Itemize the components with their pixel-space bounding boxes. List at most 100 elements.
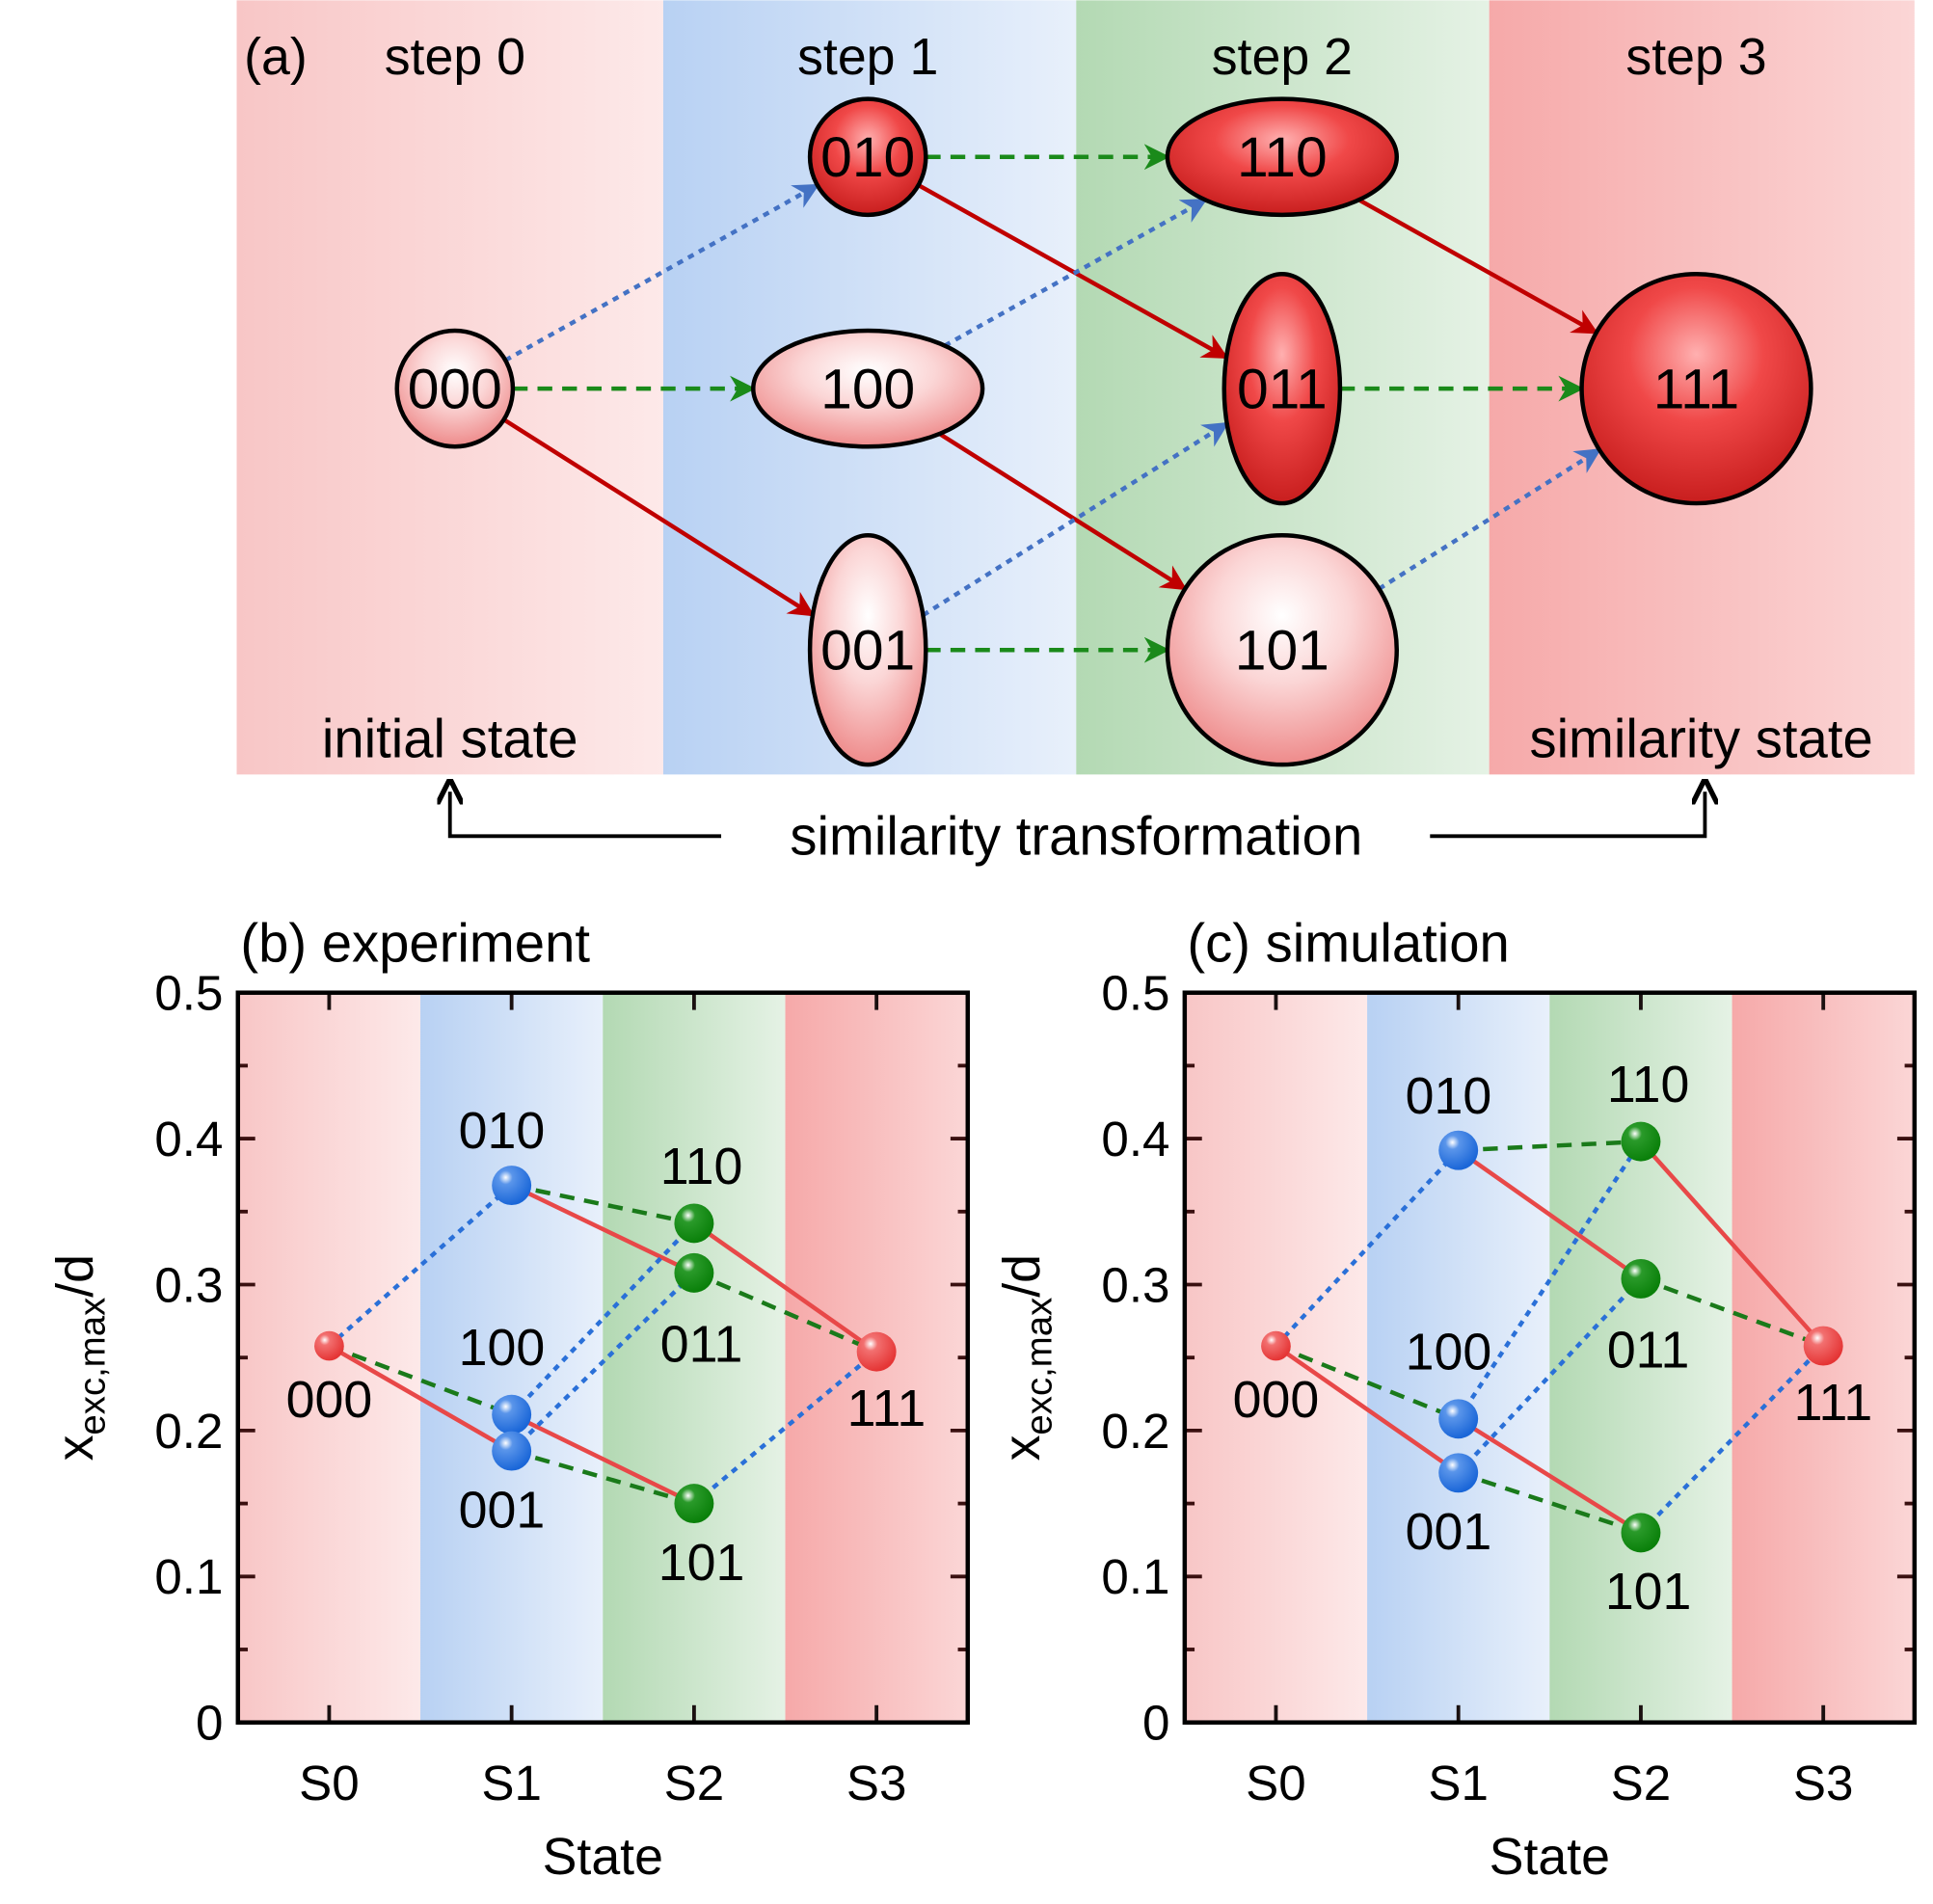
- y-tick-label: 0.4: [1101, 1112, 1169, 1167]
- x-tick-label: S2: [664, 1756, 725, 1810]
- series-line-010-110: [1458, 1139, 1642, 1153]
- data-point-111: [856, 1331, 897, 1372]
- x-tick-label: S3: [1793, 1756, 1854, 1810]
- transformation-arrow-right: [1430, 791, 1705, 839]
- data-label-111: 111: [847, 1380, 926, 1437]
- data-label-011: 011: [660, 1315, 743, 1373]
- y-axis-label-tail: /d: [993, 1254, 1051, 1298]
- state-node-shape: [1222, 271, 1343, 506]
- data-label-111: 111: [1794, 1374, 1873, 1432]
- similarity-state-label: similarity state: [1529, 708, 1872, 768]
- y-tick-label: 0.5: [1101, 966, 1169, 1021]
- y-axis-label-main: x: [993, 1435, 1051, 1461]
- series-line-010-011: [1457, 1148, 1643, 1281]
- y-tick-label: 0.1: [154, 1549, 223, 1604]
- y-tick-label: 0.4: [154, 1112, 223, 1167]
- data-point-000: [314, 1330, 344, 1361]
- series-line-000-100: [328, 1343, 513, 1417]
- series-line-100-101: [1457, 1416, 1643, 1535]
- band-S1: [1367, 992, 1550, 1723]
- series-line-100-110: [1456, 1140, 1643, 1421]
- series-line-000-010: [1274, 1148, 1461, 1348]
- series-line-001-011: [510, 1271, 696, 1453]
- data-label-000: 000: [286, 1371, 373, 1429]
- data-point-111: [1803, 1326, 1843, 1366]
- state-node-shape: [1165, 533, 1400, 767]
- state-node-001: 001: [807, 533, 928, 767]
- data-label-101: 101: [658, 1534, 745, 1592]
- y-tick-label: 0: [1142, 1696, 1169, 1751]
- data-label-010: 010: [1406, 1067, 1492, 1125]
- y-axis-label: xexc,max/d: [46, 1254, 114, 1461]
- plot-frame: [235, 990, 971, 1725]
- x-tick-label: S0: [1246, 1756, 1306, 1810]
- transformation-label: similarity transformation: [790, 805, 1362, 866]
- state-node-label: 111: [1653, 359, 1739, 421]
- arrow-100-to-101: [938, 432, 1188, 591]
- plot-c-simulation: (c) simulation 0 0.1 0.2 0.3 0.4 0.5 S0 S1 S2 S3 St…: [993, 913, 1918, 1886]
- data-point-000: [1261, 1330, 1291, 1361]
- state-node-shape: [751, 328, 985, 449]
- data-point-100: [1438, 1399, 1479, 1439]
- plot-title: (c) simulation: [1187, 913, 1509, 974]
- arrow-010-to-011: [917, 183, 1229, 360]
- arrow-001-to-011: [922, 421, 1229, 617]
- step-label-1: step 1: [797, 28, 938, 86]
- state-node-shape: [1165, 96, 1400, 218]
- state-node-label: 011: [1237, 359, 1328, 421]
- step-label-3: step 3: [1625, 28, 1766, 86]
- data-point-100: [492, 1394, 532, 1435]
- data-label-000: 000: [1233, 1371, 1320, 1429]
- x-axis-label: State: [1490, 1828, 1610, 1886]
- state-node-label: 010: [820, 126, 915, 189]
- state-node-label: 110: [1237, 126, 1328, 189]
- data-label-100: 100: [1406, 1324, 1492, 1381]
- state-node-shape: [807, 96, 928, 218]
- y-tick-label: 0.2: [154, 1404, 223, 1459]
- data-label-011: 011: [1607, 1322, 1690, 1380]
- series-line-110-111: [692, 1221, 878, 1354]
- series-line-000-100: [1275, 1344, 1460, 1421]
- band-S1: [420, 992, 604, 1723]
- data-point-110: [674, 1203, 714, 1244]
- y-axis-label: xexc,max/d: [993, 1254, 1060, 1461]
- x-tick-label: S1: [481, 1756, 542, 1810]
- series-line-100-101: [510, 1412, 695, 1506]
- step-label-0: step 0: [385, 28, 525, 86]
- series-line-001-011: [1457, 1276, 1643, 1475]
- data-point-110: [1621, 1121, 1661, 1162]
- data-label-100: 100: [459, 1319, 546, 1377]
- arrow-110-to-111: [1357, 198, 1599, 335]
- state-node-010: 010: [807, 96, 928, 218]
- data-point-011: [1621, 1258, 1661, 1299]
- series-line-011-111: [693, 1271, 878, 1354]
- data-point-101: [1621, 1513, 1661, 1553]
- series-line-000-010: [327, 1183, 514, 1348]
- state-node-111: 111: [1579, 271, 1813, 506]
- plot-frame: [1182, 990, 1918, 1725]
- diagram-panel-a: (a) step 0 step 1 step 2 step 3 000 010 10…: [236, 0, 1915, 866]
- x-tick-label: S1: [1428, 1756, 1489, 1810]
- data-label-110: 110: [1607, 1056, 1690, 1113]
- series-line-000-001: [328, 1344, 513, 1454]
- plot-title: (b) experiment: [240, 913, 590, 974]
- state-node-shape: [1579, 271, 1813, 506]
- state-node-label: 001: [820, 620, 915, 683]
- y-axis-label-tail: /d: [46, 1254, 104, 1298]
- state-node-101: 101: [1165, 533, 1400, 767]
- data-point-101: [674, 1484, 714, 1524]
- y-tick-label: 0.2: [1101, 1404, 1169, 1459]
- y-tick-label: 0: [196, 1696, 223, 1751]
- data-point-001: [1438, 1453, 1479, 1493]
- state-node-000: 000: [394, 328, 516, 449]
- x-tick-label: S0: [299, 1756, 360, 1810]
- data-point-010: [492, 1166, 532, 1206]
- arrow-100-to-110: [943, 198, 1208, 348]
- data-label-001: 001: [1406, 1503, 1492, 1561]
- y-axis-label-sub: exc,max: [72, 1298, 114, 1435]
- arrow-000-to-010: [504, 183, 820, 362]
- data-label-010: 010: [459, 1102, 546, 1160]
- state-node-011: 011: [1222, 271, 1343, 506]
- series-line-011-111: [1640, 1276, 1824, 1349]
